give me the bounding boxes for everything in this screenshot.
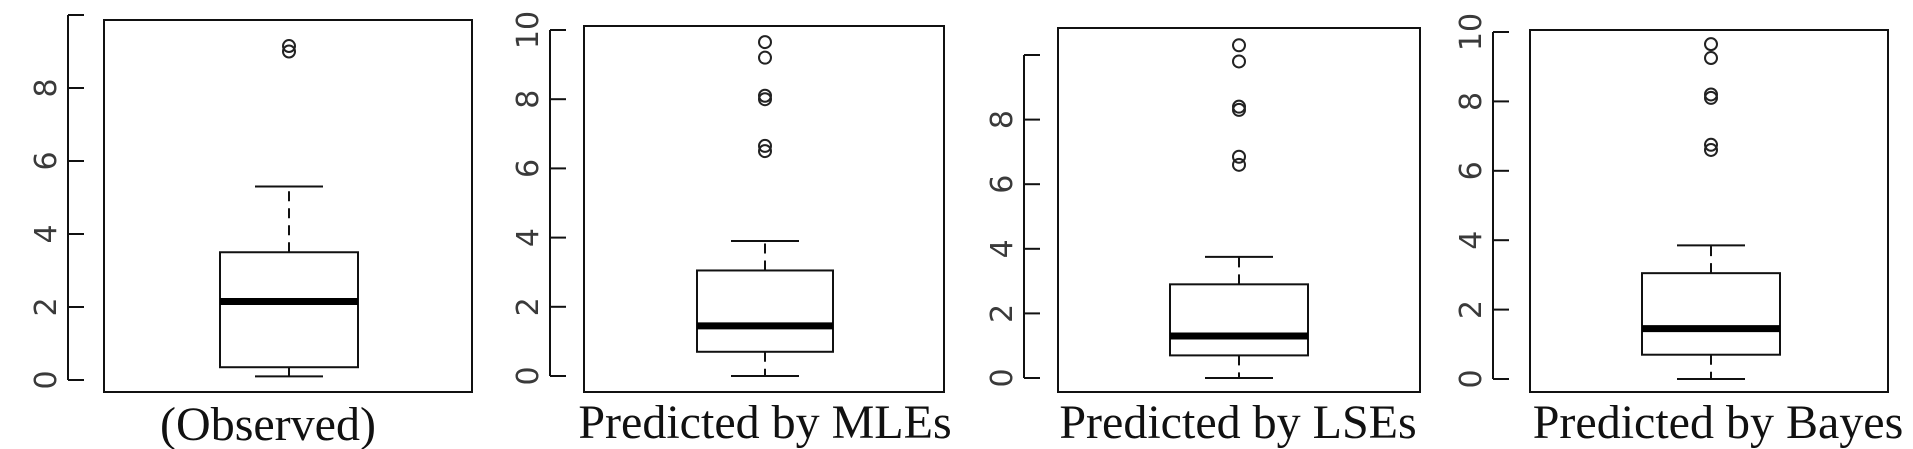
y-tick-label: 6 bbox=[29, 151, 64, 170]
y-tick-label: 6 bbox=[511, 159, 546, 178]
y-tick-label: 0 bbox=[1454, 369, 1489, 388]
y-tick-label: 4 bbox=[1454, 231, 1489, 250]
outlier-point bbox=[1232, 54, 1246, 69]
y-tick-label: 8 bbox=[29, 78, 64, 97]
boxplot-panel-4: 0 2 4 6 8 10 Predicted by Bayes bbox=[1454, 13, 1903, 449]
y-tick-label: 4 bbox=[511, 228, 546, 247]
outlier-point bbox=[758, 138, 772, 153]
outlier-point bbox=[758, 144, 772, 159]
outlier-point bbox=[1704, 137, 1718, 152]
y-tick-label: 2 bbox=[985, 304, 1020, 323]
boxplot-panel-1: 0 2 4 6 8 (Observed) bbox=[29, 14, 473, 449]
outlier-point bbox=[1704, 37, 1718, 52]
y-tick-label: 0 bbox=[511, 366, 546, 385]
x-axis-label: Predicted by LSEs bbox=[1059, 396, 1416, 449]
x-axis-label: (Observed) bbox=[160, 398, 376, 449]
panel-frame bbox=[583, 25, 945, 393]
y-tick-label: 4 bbox=[29, 224, 64, 243]
x-axis-label: Predicted by Bayes bbox=[1533, 396, 1904, 449]
outlier-point bbox=[758, 50, 772, 65]
y-tick-label: 2 bbox=[29, 297, 64, 316]
outlier-point bbox=[758, 35, 772, 50]
outlier-point bbox=[1232, 99, 1246, 114]
x-axis-label: Predicted by MLEs bbox=[578, 396, 951, 449]
outlier-point bbox=[1232, 157, 1246, 172]
panel-frame bbox=[1529, 29, 1889, 393]
boxplot-panel-3: 0 2 4 6 8 Predicted by LSEs bbox=[985, 27, 1421, 449]
iqr-box bbox=[1641, 272, 1781, 356]
boxplot-panel-2: 0 2 4 6 8 10 Predicted by MLEs bbox=[511, 11, 952, 449]
y-tick-label: 6 bbox=[1454, 161, 1489, 180]
outlier-point bbox=[1704, 51, 1718, 66]
y-tick-label: 0 bbox=[29, 370, 64, 389]
y-tick-label: 2 bbox=[1454, 300, 1489, 319]
iqr-box bbox=[1169, 283, 1309, 357]
y-tick-label: 2 bbox=[511, 297, 546, 316]
outlier-point bbox=[1704, 87, 1718, 102]
y-tick-label: 6 bbox=[985, 175, 1020, 194]
outlier-point bbox=[282, 39, 296, 54]
panel-frame bbox=[1057, 27, 1421, 393]
y-tick-label: 8 bbox=[985, 110, 1020, 129]
y-tick-label: 10 bbox=[511, 11, 546, 49]
panel-frame bbox=[103, 19, 473, 393]
y-tick-label: 0 bbox=[985, 368, 1020, 387]
outlier-point bbox=[1232, 38, 1246, 53]
y-tick-label: 10 bbox=[1454, 13, 1489, 51]
outlier-point bbox=[1704, 142, 1718, 157]
outlier-point bbox=[758, 88, 772, 103]
iqr-box bbox=[219, 251, 359, 369]
outlier-point bbox=[1232, 149, 1246, 164]
y-tick-label: 8 bbox=[511, 90, 546, 109]
outlier-point bbox=[282, 44, 296, 59]
y-tick-label: 8 bbox=[1454, 92, 1489, 111]
iqr-box bbox=[696, 269, 834, 353]
y-tick-label: 4 bbox=[985, 239, 1020, 258]
